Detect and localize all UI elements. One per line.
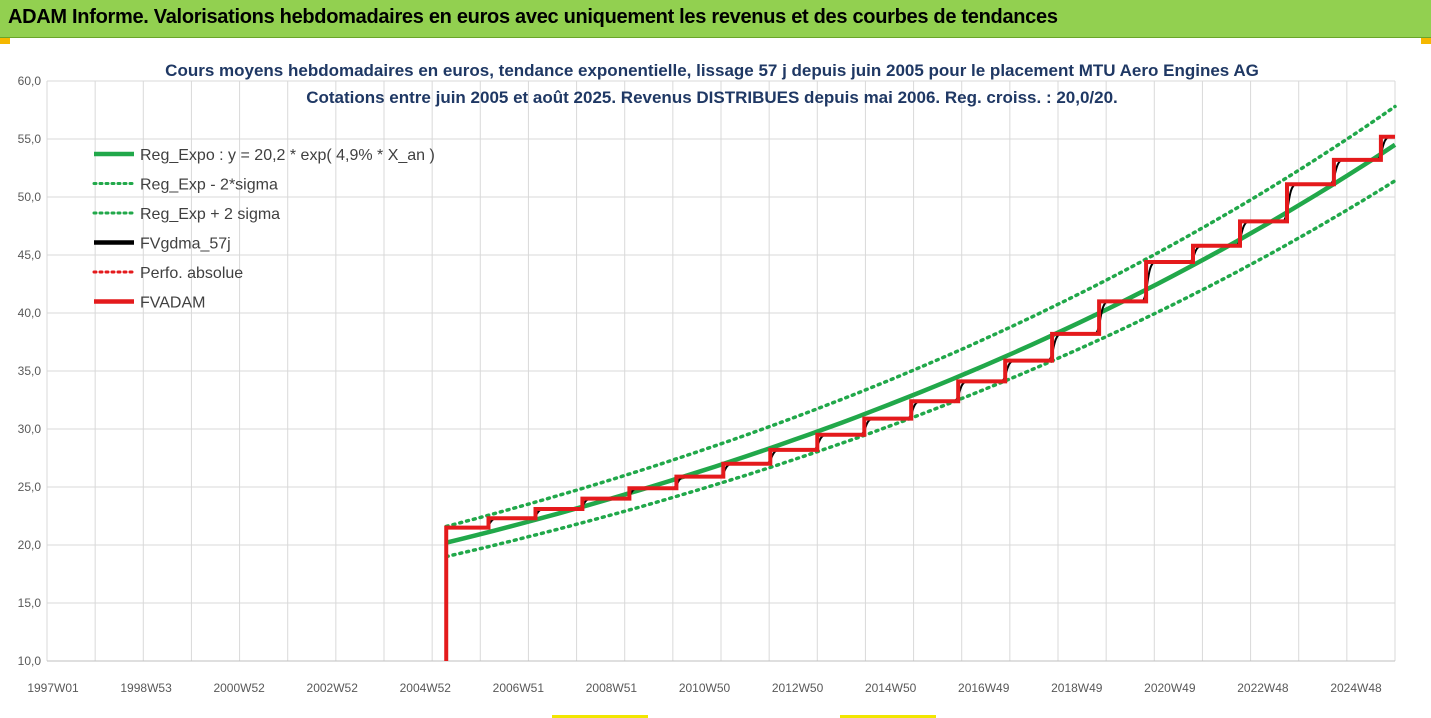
chart-grid <box>46 80 1396 662</box>
corner-marker-left <box>0 38 10 44</box>
y-tick-label: 25,0 <box>18 480 42 494</box>
y-tick-label: 40,0 <box>18 306 42 320</box>
chart-series <box>444 104 1397 661</box>
line-chart: 10,0 15,0 20,0 25,0 30,0 35,0 40,0 45,0 50,0 55,0… <box>18 61 1397 695</box>
y-tick-label: 20,0 <box>18 538 42 552</box>
y-tick-label: 10,0 <box>18 654 42 668</box>
x-tick-label: 2002W52 <box>307 681 359 695</box>
y-tick-label: 50,0 <box>18 190 42 204</box>
bottom-highlight-right <box>840 715 936 718</box>
series-reg-exp-minus-2sigma <box>444 179 1397 559</box>
y-tick-label: 30,0 <box>18 422 42 436</box>
x-tick-label: 2012W50 <box>772 681 824 695</box>
report-title: ADAM Informe. Valorisations hebdomadaire… <box>8 6 1058 28</box>
x-tick-label: 2000W52 <box>213 681 265 695</box>
y-tick-label: 15,0 <box>18 596 42 610</box>
legend-entry: Reg_Exp - 2*sigma <box>140 177 278 194</box>
chart-axes: 10,0 15,0 20,0 25,0 30,0 35,0 40,0 45,0 50,0 55,0… <box>18 74 1395 695</box>
series-fvgdma-57j <box>446 135 1395 529</box>
x-tick-label: 2020W49 <box>1144 681 1196 695</box>
legend-entry: Reg_Expo : y = 20,2 * exp( 4,9% * X_an ) <box>140 147 435 164</box>
y-tick-label: 35,0 <box>18 364 42 378</box>
chart-title: Cours moyens hebdomadaires en euros, ten… <box>165 61 1259 80</box>
legend-entry: FVADAM <box>140 295 205 312</box>
x-tick-label: 1998W53 <box>120 681 172 695</box>
legend-entry: Reg_Exp + 2 sigma <box>140 206 280 223</box>
series-reg-exp-plus-2sigma <box>444 104 1397 529</box>
x-tick-label: 2010W50 <box>679 681 731 695</box>
x-tick-label: 2016W49 <box>958 681 1010 695</box>
x-tick-label: 2006W51 <box>493 681 545 695</box>
x-tick-label: 2008W51 <box>586 681 638 695</box>
chart-subtitle: Cotations entre juin 2005 et août 2025. … <box>306 88 1118 107</box>
x-tick-label: 2004W52 <box>400 681 452 695</box>
x-tick-label: 1997W01 <box>27 681 79 695</box>
series-reg-expo <box>445 142 1397 545</box>
y-tick-label: 45,0 <box>18 248 42 262</box>
x-tick-label: 2024W48 <box>1330 681 1382 695</box>
bottom-highlight-left <box>552 715 648 718</box>
x-tick-label: 2014W50 <box>865 681 917 695</box>
y-tick-label: 60,0 <box>18 74 42 88</box>
series-fvadam <box>444 134 1395 661</box>
legend-entry: FVgdma_57j <box>140 236 231 253</box>
corner-marker-right <box>1421 38 1431 44</box>
report-banner: ADAM Informe. Valorisations hebdomadaire… <box>0 0 1431 38</box>
y-tick-label: 55,0 <box>18 132 42 146</box>
chart-legend: Reg_Expo : y = 20,2 * exp( 4,9% * X_an )… <box>92 147 435 312</box>
x-tick-label: 2018W49 <box>1051 681 1103 695</box>
legend-entry: Perfo. absolue <box>140 265 243 282</box>
x-tick-label: 2022W48 <box>1237 681 1289 695</box>
